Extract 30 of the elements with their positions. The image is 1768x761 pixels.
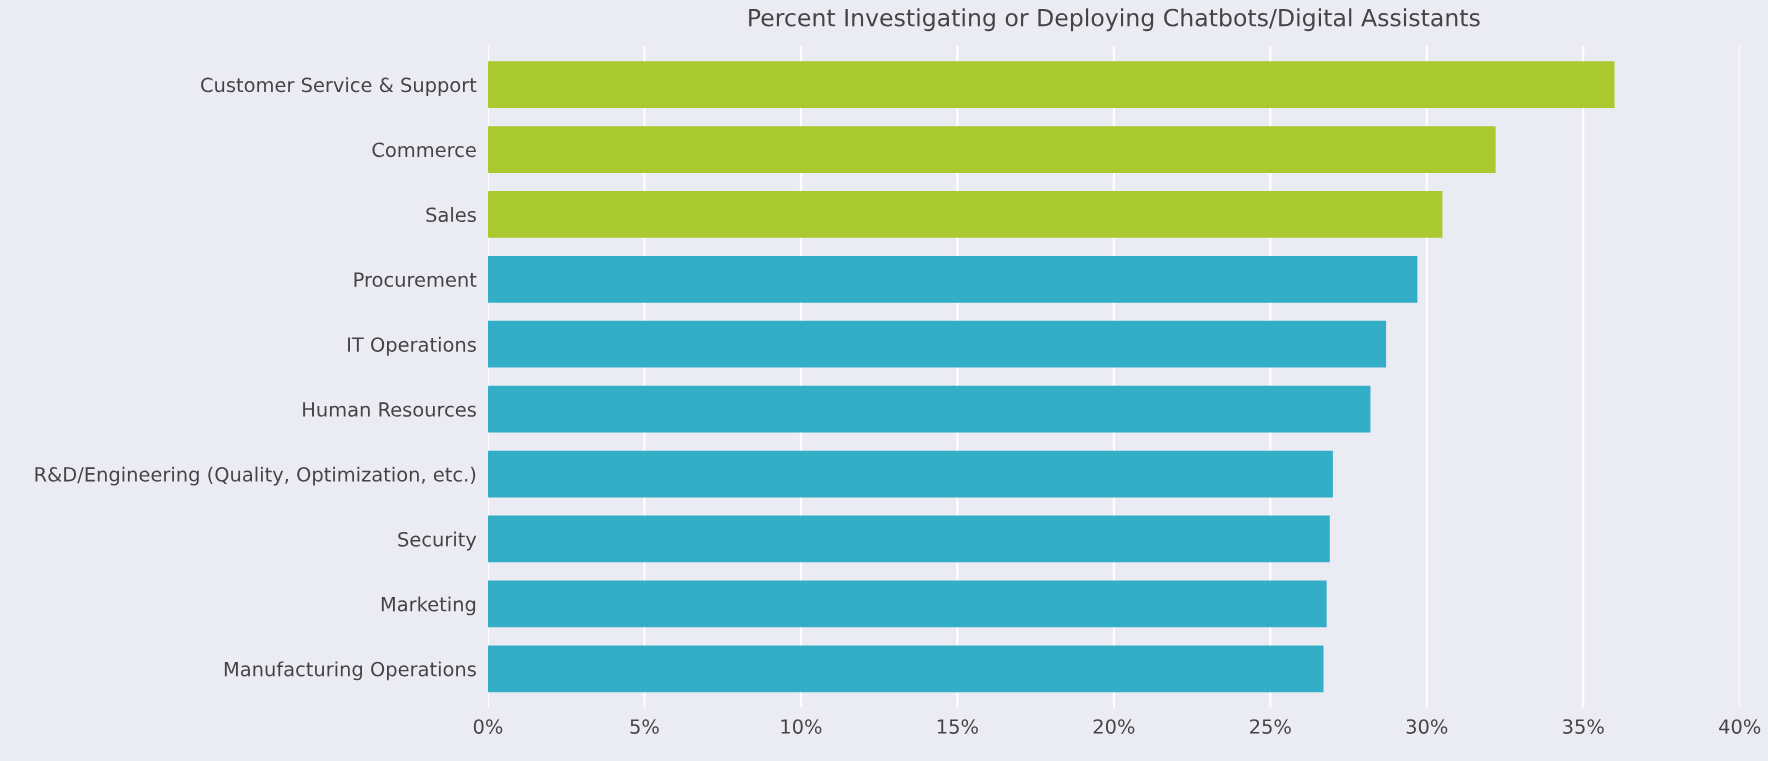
y-tick-label: Marketing (381, 596, 476, 616)
bar (487, 450, 1333, 498)
y-tick-label: Manufacturing Operations (224, 661, 476, 681)
x-tick-label: 20% (1093, 719, 1135, 734)
x-tick-label: 35% (1563, 719, 1604, 734)
y-tick-label: Sales (426, 207, 476, 223)
x-tick-label: 15% (937, 719, 978, 734)
bar (487, 645, 1324, 693)
bar (487, 320, 1387, 368)
chart-title: Percent Investigating or Deploying Chatbots/Digital Assistants (749, 8, 1480, 32)
x-tick-label: 40% (1719, 719, 1761, 734)
bar (487, 126, 1496, 173)
x-tick-label: 25% (1250, 719, 1291, 734)
y-tick-label: R&D/Engineering (Quality, Optimization, etc.) (35, 466, 476, 486)
x-tick-label: 5% (630, 719, 659, 734)
y-tick-label: Customer Service & Support (201, 77, 477, 97)
bar (487, 255, 1418, 303)
bar (487, 191, 1443, 238)
y-tick-label: Security (398, 531, 477, 551)
bar (487, 61, 1615, 108)
x-tick-label: 10% (781, 719, 822, 734)
x-tick-label: 0% (473, 719, 503, 734)
bar (487, 385, 1371, 433)
bar (487, 515, 1330, 563)
bar (487, 580, 1327, 628)
x-tick-label: 30% (1406, 719, 1448, 734)
y-tick-label: Procurement (354, 272, 477, 287)
y-tick-label: Human Resources (303, 402, 476, 417)
y-tick-label: IT Operations (348, 336, 476, 356)
y-tick-label: Commerce (372, 142, 476, 158)
